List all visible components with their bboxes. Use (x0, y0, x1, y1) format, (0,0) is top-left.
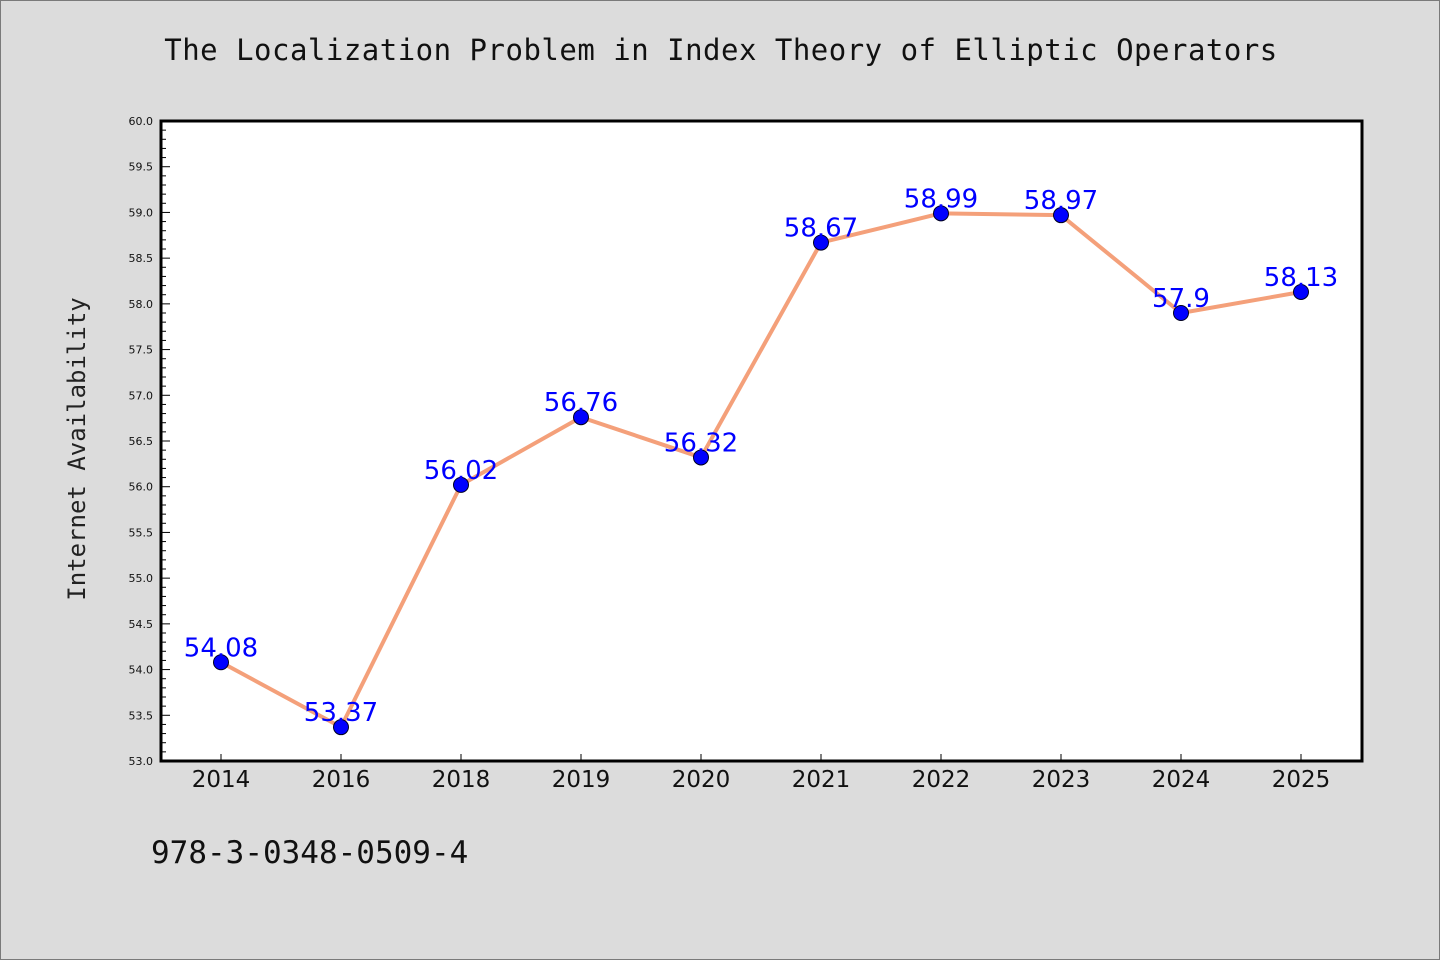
y-tick-label: 57.5 (129, 344, 154, 357)
data-point (933, 205, 949, 222)
x-tick-label: 2023 (1032, 767, 1091, 793)
data-point (693, 449, 709, 466)
footer-identifier: 978-3-0348-0509-4 (151, 835, 469, 871)
y-tick-label: 54.5 (129, 618, 154, 631)
plot-area (159, 119, 1364, 763)
data-label: 54.08 (184, 633, 258, 663)
x-tick-label: 2018 (432, 767, 491, 793)
y-tick-label: 58.5 (129, 252, 154, 265)
x-tick-label: 2022 (912, 767, 971, 793)
y-axis: 53.0 53.5 54.0 54.5 55.0 55.5 56.0 56.5 57.0 57.5… (129, 115, 170, 768)
data-point (453, 476, 469, 493)
y-axis-label: Internet Availability (63, 297, 91, 600)
x-tick-label: 2025 (1272, 767, 1331, 793)
x-axis: 2014 2016 2018 2019 2020 2021 2022 2023 2024 2025 (192, 754, 1331, 793)
y-tick-label: 53.0 (129, 755, 154, 768)
data-label: 58.67 (784, 214, 858, 244)
y-tick-label: 55.5 (129, 526, 154, 539)
y-tick-label: 60.0 (129, 115, 154, 128)
x-tick-label: 2016 (312, 767, 371, 793)
x-tick-label: 2024 (1152, 767, 1211, 793)
x-tick-label: 2021 (792, 767, 851, 793)
data-point (213, 654, 229, 671)
data-point (1173, 305, 1189, 321)
y-tick-label: 55.0 (129, 572, 154, 585)
data-point (333, 719, 349, 736)
y-tick-label: 53.5 (129, 709, 154, 722)
data-label: 56.32 (664, 428, 738, 458)
x-tick-label: 2014 (192, 767, 251, 793)
data-label: 56.76 (544, 388, 618, 418)
y-tick-label: 56.5 (129, 435, 154, 448)
chart-title: The Localization Problem in Index Theory… (164, 33, 1278, 67)
data-label: 58.13 (1264, 263, 1338, 293)
data-label: 58.97 (1024, 186, 1098, 216)
data-label: 56.02 (424, 456, 498, 486)
y-tick-label: 59.0 (129, 206, 154, 219)
y-tick-label: 57.0 (129, 389, 154, 402)
y-tick-label: 56.0 (129, 481, 154, 494)
series-group: 54.08 53.37 56.02 56.76 56.32 58.67 58.99 58.97… (184, 184, 1338, 736)
data-point (813, 234, 829, 251)
x-tick-label: 2020 (672, 767, 731, 793)
data-label: 57.9 (1152, 284, 1210, 314)
y-tick-label: 58.0 (129, 298, 154, 311)
y-tick-label: 59.5 (129, 161, 154, 174)
data-point (1293, 283, 1309, 300)
data-point (573, 409, 589, 426)
data-label: 53.37 (304, 698, 378, 728)
data-label: 58.99 (904, 184, 978, 214)
series-line (219, 211, 1303, 730)
x-tick-label: 2019 (552, 767, 611, 793)
y-tick-label: 54.0 (129, 664, 154, 677)
data-point (1053, 207, 1069, 224)
